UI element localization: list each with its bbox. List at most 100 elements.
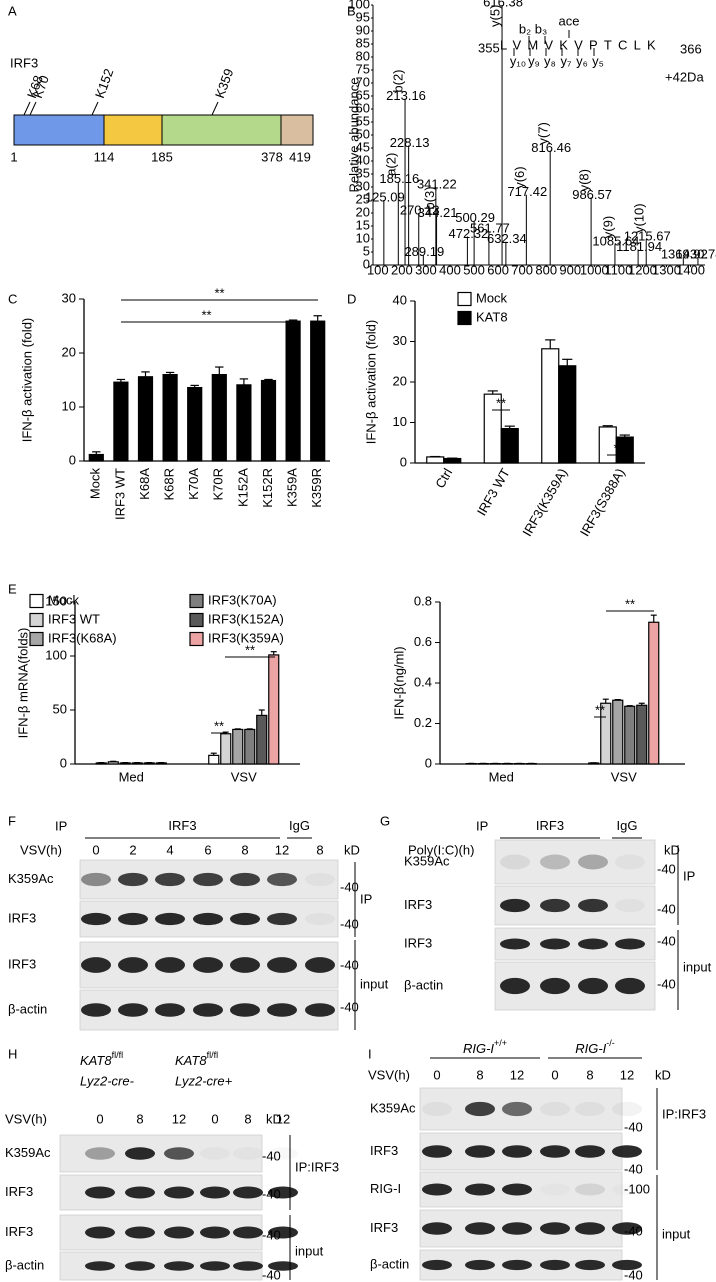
panel-label: D	[347, 291, 356, 306]
bar	[268, 654, 280, 765]
kd-unit: kD	[664, 842, 680, 857]
x-tick-label: 900	[559, 262, 581, 277]
band	[267, 1003, 297, 1017]
band	[422, 1183, 452, 1196]
band	[164, 1186, 194, 1199]
panel-label: I	[368, 1046, 372, 1061]
x-tick-label: Ctrl	[432, 466, 455, 491]
legend-label: Mock	[476, 290, 508, 305]
ion-label: b(3)	[422, 186, 437, 209]
bar	[220, 733, 232, 765]
band	[305, 912, 335, 926]
x-tick-label: Med	[119, 769, 144, 784]
lane-header: VSV(h)	[368, 1067, 410, 1082]
lane-label: 12	[275, 842, 289, 857]
y-ion: y₅	[592, 53, 604, 68]
domain	[103, 114, 163, 146]
x-tick-label: K359R	[309, 468, 324, 508]
bar	[648, 621, 660, 765]
band	[164, 1226, 194, 1239]
y-tick-label: 10	[356, 230, 370, 245]
peptide-end: 366	[680, 41, 702, 56]
y-tick-label: 30	[356, 178, 370, 193]
significance-mark: **	[201, 307, 211, 322]
band	[612, 1259, 642, 1271]
group-label: IRF3	[536, 818, 564, 833]
site-label: K70	[30, 73, 52, 100]
x-tick-label: VSV	[231, 769, 257, 784]
x-tick-label: Mock	[88, 468, 103, 500]
bar	[107, 761, 119, 765]
band	[575, 1259, 605, 1271]
peak-mass: 986.57	[572, 187, 612, 202]
bar	[636, 704, 648, 765]
legend-label: IRF3(K152A)	[208, 611, 284, 626]
bracket-label: IP	[360, 891, 372, 906]
y-tick-label: 0.6	[414, 634, 432, 649]
band	[125, 1261, 155, 1271]
band	[200, 1147, 230, 1160]
bracket-label: IP:IRF3	[662, 1106, 706, 1121]
ion-label: a(2)	[384, 153, 399, 176]
y-axis-label: IFN-β activation (fold)	[363, 320, 378, 445]
x-tick-label: 1200	[628, 262, 657, 277]
band	[125, 1186, 155, 1199]
error-bar	[602, 698, 609, 704]
band	[612, 1101, 642, 1117]
lane-label: 2	[129, 842, 136, 857]
residue-position: 114	[94, 149, 115, 164]
band	[200, 1226, 230, 1239]
ion-label: y(6)	[512, 166, 527, 188]
domain	[280, 114, 314, 146]
bar	[615, 436, 634, 464]
y-tick-label: 0	[69, 452, 76, 467]
kd-marker: -40	[624, 1161, 643, 1176]
band	[500, 938, 530, 950]
y-ion: y₉	[528, 53, 540, 68]
blot-strip	[494, 839, 656, 885]
error-bar	[246, 728, 253, 730]
residue-position: 1	[10, 149, 17, 164]
x-tick-label: 1100	[604, 262, 632, 277]
band	[85, 1226, 115, 1239]
x-tick-label: 400	[439, 262, 461, 277]
band	[615, 854, 645, 870]
error-bar	[313, 315, 322, 322]
domain	[161, 114, 282, 146]
bracket-label: IP	[683, 868, 695, 883]
band	[422, 1222, 452, 1235]
error-bar	[270, 651, 277, 655]
row-label: IRF3	[370, 1143, 398, 1158]
panel-label: E	[8, 581, 17, 596]
y-tick-label: 0.8	[414, 593, 432, 608]
kd-marker: -40	[624, 1267, 643, 1282]
band	[200, 1186, 230, 1199]
kd-marker: -40	[340, 999, 359, 1014]
band	[230, 912, 260, 926]
x-tick-label: K70R	[211, 468, 226, 501]
y-tick-label: 40	[356, 152, 370, 167]
band	[230, 872, 260, 887]
error-bar	[545, 339, 556, 349]
x-tick-label: 500	[463, 262, 485, 277]
x-tick-label: K68A	[137, 468, 152, 500]
ion-label: y(10)	[632, 203, 647, 233]
y-tick-label: 5	[363, 243, 370, 258]
lane-label: 12	[276, 1111, 290, 1126]
band	[305, 1003, 335, 1017]
kd-marker: -40	[340, 879, 359, 894]
row-label: K359Ac	[8, 871, 54, 886]
x-tick-label: 300	[415, 262, 437, 277]
band	[500, 898, 530, 913]
panel-label: G	[380, 813, 390, 828]
band	[118, 912, 148, 926]
band	[81, 1003, 111, 1017]
y-tick-label: 90	[356, 22, 370, 37]
kd-marker: -40	[657, 976, 676, 991]
modification: ace	[559, 13, 580, 28]
bracket-label: input	[662, 1226, 691, 1241]
peak-mass: 500.29	[455, 210, 495, 225]
band	[155, 872, 185, 887]
band	[81, 912, 111, 926]
x-tick-label: IRF3 WT	[112, 468, 127, 520]
